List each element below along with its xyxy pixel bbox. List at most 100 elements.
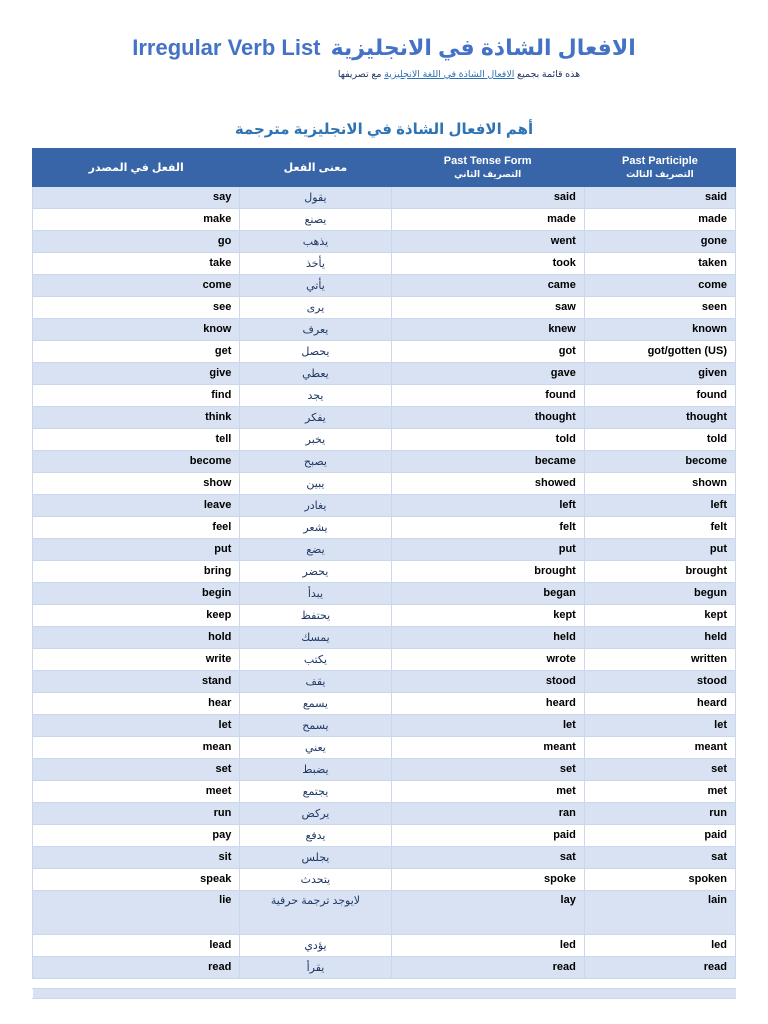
verb-row: sit يجلس sat sat (31, 845, 737, 869)
page-title-arabic: الافعال الشاذة في الانجليزية (330, 35, 636, 60)
verb-row: know يعرف knew known (31, 317, 737, 341)
past-cell: meant (390, 735, 585, 759)
participle-cell: taken (583, 251, 737, 275)
verb-cell: keep (31, 603, 241, 627)
participle-cell: become (583, 449, 737, 473)
column-header-past-tense: Past Tense Form التصريف الثاني (390, 147, 585, 187)
section-title: أهم الافعال الشاذة في الانجليزية مترجمة (234, 120, 534, 138)
meaning-cell: يجتمع (239, 779, 392, 803)
meaning-cell: يصنع (239, 207, 392, 231)
verb-cell: see (31, 295, 241, 319)
page-title-english: Irregular Verb List (132, 35, 321, 60)
past-cell: left (390, 493, 585, 517)
past-cell: lay (390, 889, 585, 935)
verb-cell: hold (31, 625, 241, 649)
verb-cell: pay (31, 823, 241, 847)
verb-cell: write (31, 647, 241, 671)
meaning-cell: يقرأ (239, 955, 392, 979)
past-cell: made (390, 207, 585, 231)
meaning-cell: يخبر (239, 427, 392, 451)
participle-cell: stood (583, 669, 737, 693)
participle-cell: felt (583, 515, 737, 539)
participle-cell: sat (583, 845, 737, 869)
verb-cell: show (31, 471, 241, 495)
participle-cell: found (583, 383, 737, 407)
past-cell: stood (390, 669, 585, 693)
verb-cell: lead (31, 933, 241, 957)
participle-cell: read (583, 955, 737, 979)
participle-cell: lain (583, 889, 737, 935)
participle-cell: spoken (583, 867, 737, 891)
meaning-cell: يبين (239, 471, 392, 495)
verb-cell: mean (31, 735, 241, 759)
verb-row: stand يقف stood stood (31, 669, 737, 693)
participle-cell: set (583, 757, 737, 781)
verb-row: read يقرأ read read (31, 955, 737, 979)
past-cell: got (390, 339, 585, 363)
verb-table-body: say يقول said said make يصنع made made g… (31, 185, 737, 999)
verb-row: come يأتي came come (31, 273, 737, 297)
past-cell: became (390, 449, 585, 473)
meaning-cell: يعرف (239, 317, 392, 341)
participle-cell: gone (583, 229, 737, 253)
meaning-cell: يحصل (239, 339, 392, 363)
verb-row: feel يشعر felt felt (31, 515, 737, 539)
participle-cell: held (583, 625, 737, 649)
meaning-cell: يشعر (239, 515, 392, 539)
verb-row: meet يجتمع met met (31, 779, 737, 803)
verb-row: give يعطي gave given (31, 361, 737, 385)
past-cell: knew (390, 317, 585, 341)
subtitle-link[interactable]: الافعال الشاذة في اللغة الانجليزية (384, 68, 515, 80)
verb-row: pay يدفع paid paid (31, 823, 737, 847)
verb-row: begin يبدأ began begun (31, 581, 737, 605)
participle-cell: written (583, 647, 737, 671)
meaning-cell: يذهب (239, 229, 392, 253)
verb-row: mean يعني meant meant (31, 735, 737, 759)
verb-row: lie لايوجد ترجمة حرفية lay lain (31, 889, 737, 935)
meaning-cell: يدفع (239, 823, 392, 847)
verb-cell: bring (31, 559, 241, 583)
verb-cell: come (31, 273, 241, 297)
verb-cell: hear (31, 691, 241, 715)
verb-cell: put (31, 537, 241, 561)
verb-row: see يرى saw seen (31, 295, 737, 319)
past-cell: set (390, 757, 585, 781)
verb-row: make يصنع made made (31, 207, 737, 231)
past-cell: put (390, 537, 585, 561)
verb-cell: know (31, 317, 241, 341)
participle-cell: brought (583, 559, 737, 583)
participle-cell: kept (583, 603, 737, 627)
verb-row: go يذهب went gone (31, 229, 737, 253)
verb-row: find يجد found found (31, 383, 737, 407)
participle-cell: known (583, 317, 737, 341)
participle-cell: paid (583, 823, 737, 847)
verb-cell: run (31, 801, 241, 825)
participle-cell: made (583, 207, 737, 231)
past-cell: ran (390, 801, 585, 825)
participle-cell: run (583, 801, 737, 825)
verb-row: let يسمح let let (31, 713, 737, 737)
verb-row: take يأخذ took taken (31, 251, 737, 275)
past-cell: read (390, 955, 585, 979)
past-cell: said (390, 185, 585, 209)
past-cell: felt (390, 515, 585, 539)
verb-cell: tell (31, 427, 241, 451)
verb-row: put يضع put put (31, 537, 737, 561)
meaning-cell: يغادر (239, 493, 392, 517)
participle-cell: got/gotten (US) (583, 339, 737, 363)
past-cell: spoke (390, 867, 585, 891)
participle-cell: seen (583, 295, 737, 319)
meaning-cell: يفكر (239, 405, 392, 429)
verb-row: think يفكر thought thought (31, 405, 737, 429)
meaning-cell: يأتي (239, 273, 392, 297)
verb-row: speak يتحدث spoke spoken (31, 867, 737, 891)
meaning-cell: يجلس (239, 845, 392, 869)
verb-cell: speak (31, 867, 241, 891)
past-cell: showed (390, 471, 585, 495)
verb-row: tell يخبر told told (31, 427, 737, 451)
verb-row: show يبين showed shown (31, 471, 737, 495)
past-cell: told (390, 427, 585, 451)
past-cell: brought (390, 559, 585, 583)
past-cell: saw (390, 295, 585, 319)
verb-row: get يحصل got got/gotten (US) (31, 339, 737, 363)
